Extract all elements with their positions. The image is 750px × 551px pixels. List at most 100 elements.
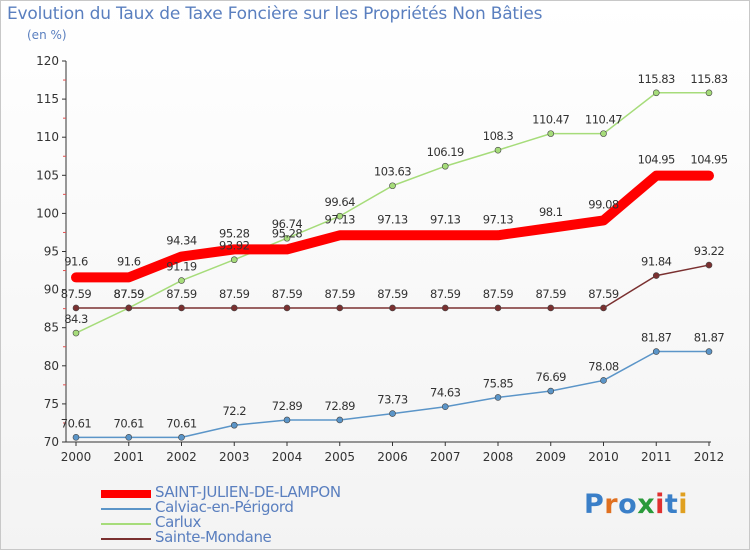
data-point-sainte-mondane (600, 304, 607, 312)
data-label-carlux: 110.47 (532, 113, 569, 127)
legend-label-carlux: Carlux (155, 513, 201, 531)
legend-label-saint-julien: SAINT-JULIEN-DE-LAMPON (155, 483, 341, 501)
data-label-calviac: 75.85 (483, 376, 514, 390)
data-point-calviac (389, 410, 396, 417)
data-label-calviac: 70.61 (114, 416, 145, 430)
data-point-sainte-mondane (178, 304, 185, 312)
data-label-saint-julien: 97.13 (325, 212, 356, 226)
x-tick-label: 2003 (219, 450, 250, 464)
x-tick-label: 2010 (588, 450, 619, 464)
data-point-sainte-mondane (336, 304, 344, 312)
data-point-carlux (336, 212, 344, 220)
y-tick-label: 90 (44, 283, 59, 297)
data-label-saint-julien: 91.6 (64, 254, 88, 268)
y-tick-label: 115 (36, 92, 59, 106)
logo-letter: t (664, 489, 679, 520)
logo-letter: x (637, 489, 656, 520)
data-label-sainte-mondane: 87.59 (536, 287, 567, 301)
logo-letter: r (604, 489, 619, 520)
data-label-calviac: 78.08 (588, 359, 619, 373)
data-point-sainte-mondane (441, 304, 449, 312)
data-label-sainte-mondane: 87.59 (588, 287, 619, 301)
y-axis-unit-label: (en %) (27, 28, 67, 42)
data-label-carlux: 93.92 (219, 239, 250, 253)
data-point-carlux (72, 329, 80, 337)
data-point-calviac (336, 416, 344, 424)
y-tick-label: 120 (36, 54, 59, 68)
data-point-calviac (547, 387, 555, 395)
data-point-calviac (125, 434, 133, 441)
data-point-calviac (441, 403, 449, 411)
data-point-sainte-mondane (125, 304, 133, 312)
data-label-calviac: 72.89 (272, 399, 303, 413)
data-label-calviac: 74.63 (430, 386, 461, 400)
data-label-saint-julien: 95.28 (219, 226, 250, 240)
data-label-calviac: 70.61 (166, 416, 197, 430)
data-point-carlux (600, 130, 607, 137)
chart-title: Evolution du Taux de Taxe Foncière sur l… (7, 4, 543, 24)
data-point-sainte-mondane (705, 261, 713, 269)
data-label-sainte-mondane: 87.59 (325, 287, 356, 301)
logo-letter: P (584, 489, 605, 520)
data-label-sainte-mondane: 87.59 (430, 287, 461, 301)
data-point-calviac (705, 348, 713, 355)
data-label-sainte-mondane: 87.59 (114, 287, 145, 301)
data-label-calviac: 76.69 (536, 370, 567, 384)
data-label-carlux: 103.63 (374, 165, 411, 179)
data-label-carlux: 87.59 (114, 287, 145, 301)
y-tick-label: 105 (36, 168, 59, 182)
data-label-saint-julien: 97.13 (430, 212, 461, 226)
data-label-calviac: 81.87 (641, 331, 672, 345)
data-label-calviac: 81.87 (694, 331, 725, 345)
data-label-carlux: 115.83 (690, 72, 727, 86)
data-label-carlux: 91.19 (166, 260, 197, 274)
data-point-calviac (652, 348, 660, 355)
data-point-sainte-mondane (72, 304, 80, 312)
data-label-sainte-mondane: 91.84 (641, 255, 672, 269)
x-tick-label: 2002 (166, 450, 197, 464)
data-label-saint-julien: 95.28 (272, 226, 303, 240)
x-tick-label: 2009 (535, 450, 566, 464)
data-point-sainte-mondane (283, 304, 291, 312)
logo-letter: i (678, 489, 689, 520)
data-point-calviac (72, 434, 80, 441)
data-point-carlux (441, 162, 449, 170)
data-point-calviac (178, 434, 185, 441)
data-label-sainte-mondane: 87.59 (61, 287, 92, 301)
data-point-sainte-mondane (494, 304, 502, 312)
data-label-carlux: 99.64 (325, 195, 356, 209)
data-point-calviac (230, 421, 238, 429)
y-tick-label: 110 (36, 130, 59, 144)
data-label-saint-julien: 97.13 (483, 212, 514, 226)
x-tick-label: 2005 (324, 450, 355, 464)
x-tick-label: 2001 (113, 450, 144, 464)
data-label-sainte-mondane: 87.59 (219, 287, 250, 301)
data-label-saint-julien: 98.1 (539, 205, 563, 219)
legend-label-sainte-mondane: Sainte-Mondane (155, 528, 272, 546)
data-label-saint-julien: 91.6 (117, 254, 141, 268)
data-label-carlux: 108.3 (483, 129, 514, 143)
y-tick-label: 85 (44, 321, 59, 335)
data-point-carlux (705, 89, 713, 97)
data-label-calviac: 70.61 (61, 416, 92, 430)
data-label-saint-julien: 104.95 (638, 153, 675, 167)
data-label-carlux: 106.19 (427, 145, 464, 159)
data-label-carlux: 96.74 (272, 217, 303, 231)
y-tick-label: 100 (36, 206, 59, 220)
data-point-sainte-mondane (230, 304, 238, 312)
data-point-calviac (283, 416, 291, 424)
data-point-carlux (494, 146, 502, 154)
data-point-sainte-mondane (389, 304, 396, 312)
data-label-saint-julien: 94.34 (166, 234, 197, 248)
y-tick-label: 95 (44, 245, 59, 259)
data-label-sainte-mondane: 87.59 (377, 287, 408, 301)
x-tick-label: 2006 (377, 450, 408, 464)
x-tick-label: 2012 (694, 450, 725, 464)
x-tick-label: 2008 (483, 450, 514, 464)
data-label-saint-julien: 104.95 (690, 153, 727, 167)
data-label-saint-julien: 97.13 (377, 212, 408, 226)
proxiti-logo: Proxiti (584, 489, 688, 520)
data-point-carlux (283, 234, 291, 242)
data-label-carlux: 110.47 (585, 113, 622, 127)
logo-letter: o (618, 489, 638, 520)
